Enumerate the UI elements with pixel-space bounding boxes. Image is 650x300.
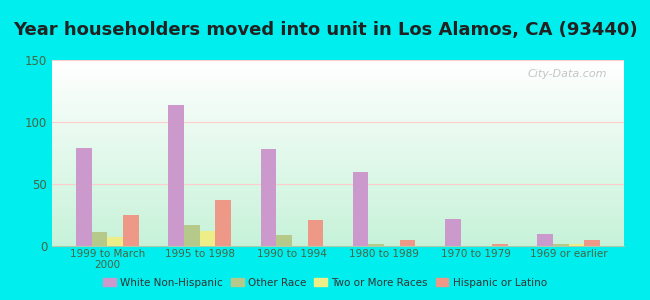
- Bar: [445, 219, 461, 246]
- Bar: [307, 220, 323, 246]
- Bar: [492, 244, 508, 246]
- Bar: [92, 232, 107, 246]
- Text: Year householders moved into unit in Los Alamos, CA (93440): Year householders moved into unit in Los…: [13, 21, 637, 39]
- Bar: [400, 240, 415, 246]
- Text: City-Data.com: City-Data.com: [527, 69, 607, 79]
- Bar: [584, 240, 600, 246]
- Bar: [276, 235, 292, 246]
- Bar: [107, 237, 123, 246]
- Bar: [261, 149, 276, 246]
- Bar: [168, 105, 184, 246]
- Bar: [215, 200, 231, 246]
- Bar: [569, 244, 584, 246]
- Bar: [538, 234, 553, 246]
- Bar: [200, 231, 215, 246]
- Bar: [123, 215, 138, 246]
- Bar: [353, 172, 369, 246]
- Bar: [369, 244, 384, 246]
- Bar: [184, 225, 200, 246]
- Bar: [76, 148, 92, 246]
- Legend: White Non-Hispanic, Other Race, Two or More Races, Hispanic or Latino: White Non-Hispanic, Other Race, Two or M…: [99, 274, 551, 292]
- Bar: [553, 244, 569, 246]
